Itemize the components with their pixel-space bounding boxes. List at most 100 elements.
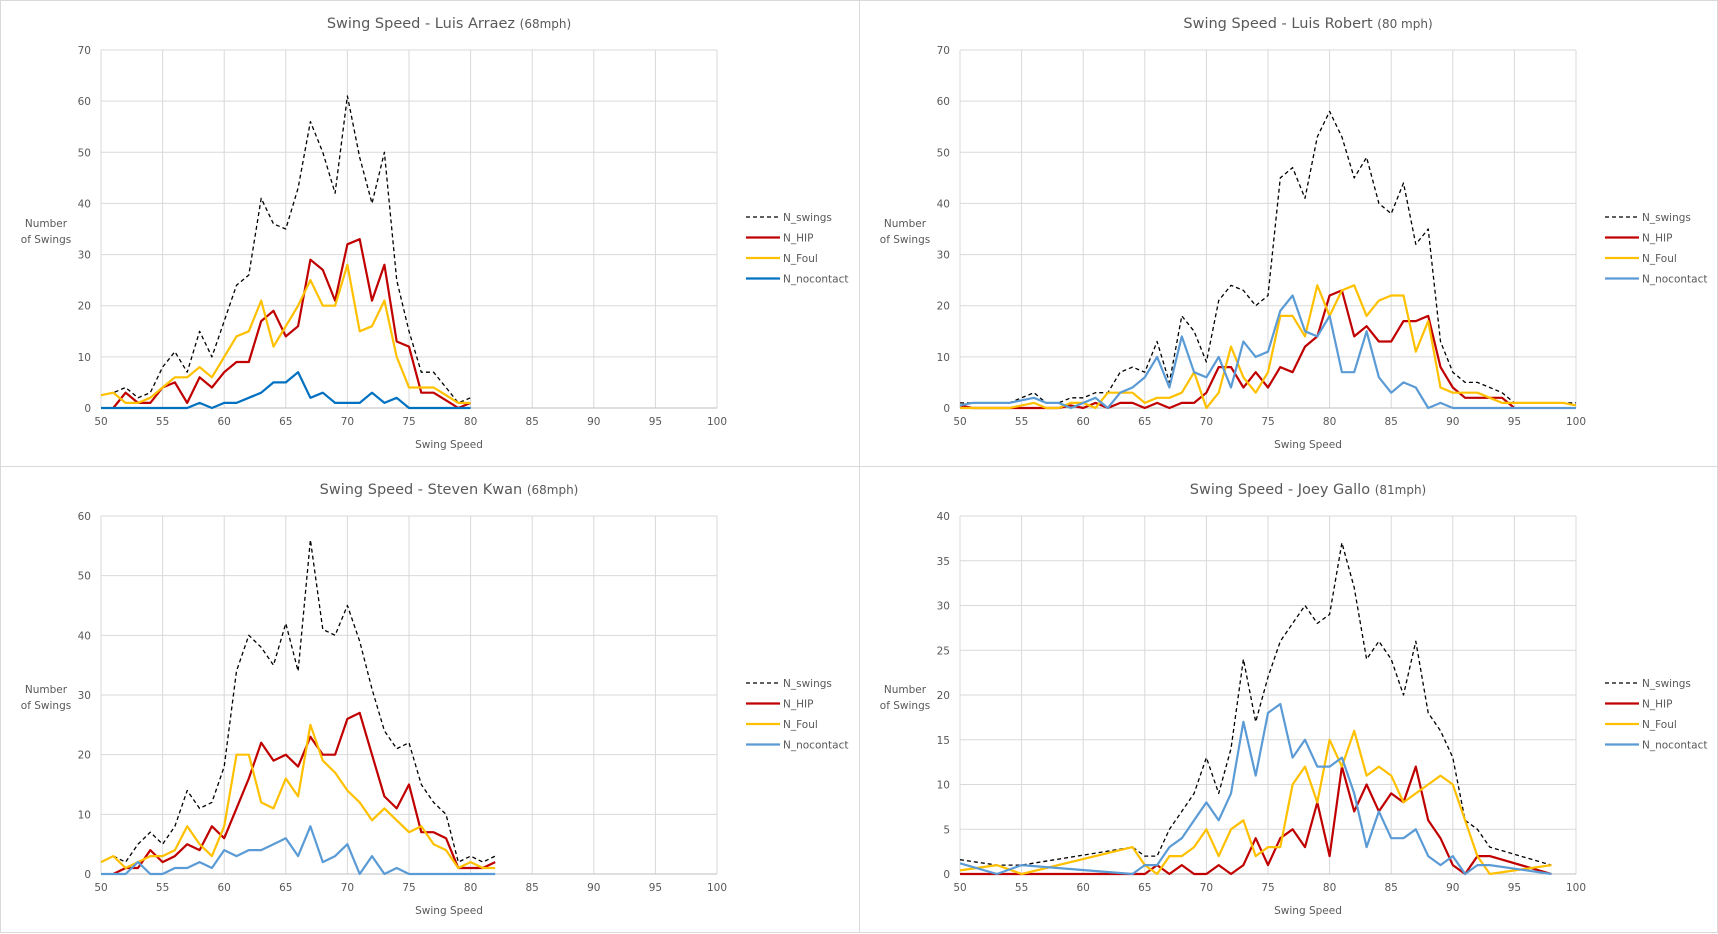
chart-title: Swing Speed - Steven Kwan (68mph) — [320, 482, 579, 498]
chart-panel-luis-robert: Swing Speed - Luis Robert (80 mph) 0 10 20 3… — [859, 0, 1718, 467]
y-tick-label: 50 — [78, 147, 91, 159]
x-tick-label: 80 — [464, 882, 477, 894]
gridlines — [101, 516, 717, 874]
x-tick-label: 65 — [1138, 416, 1151, 428]
x-tick-label: 100 — [707, 882, 727, 894]
y-tick-label: 30 — [78, 250, 91, 262]
x-tick-label: 95 — [649, 882, 662, 894]
x-tick-label: 100 — [707, 416, 727, 428]
y-tick-label: 0 — [84, 403, 91, 415]
y-tick-label: 70 — [937, 45, 950, 57]
x-tick-label: 75 — [402, 416, 415, 428]
chart-title: Swing Speed - Luis Robert (80 mph) — [1183, 16, 1432, 32]
x-tick-label: 50 — [94, 416, 107, 428]
x-tick-label: 60 — [218, 416, 231, 428]
x-tick-label: 70 — [1200, 416, 1213, 428]
x-tick-label: 90 — [587, 416, 600, 428]
y-tick-label: 40 — [937, 511, 950, 523]
chart-title-main: Swing Speed - Luis Arraez — [327, 16, 520, 32]
y-tick-label: 50 — [78, 571, 91, 583]
y-tick-label: 40 — [78, 630, 91, 642]
y-axis-label: of Swings — [880, 700, 930, 712]
x-tick-label: 85 — [1385, 416, 1398, 428]
legend-label: N_HIP — [783, 233, 813, 245]
y-axis-label: Number — [25, 218, 68, 230]
x-tick-label: 70 — [1200, 882, 1213, 894]
y-tick-label: 10 — [937, 780, 950, 792]
chart-title-suffix: (80 mph) — [1377, 17, 1432, 31]
x-tick-label: 100 — [1566, 882, 1586, 894]
legend-label: N_Foul — [783, 253, 818, 265]
legend-label: N_swings — [783, 678, 832, 690]
y-tick-label: 0 — [943, 869, 950, 881]
legend-label: N_HIP — [1642, 233, 1672, 245]
gridlines — [960, 516, 1576, 874]
y-tick-label: 30 — [937, 601, 950, 613]
legend-label: N_nocontact — [1642, 740, 1707, 752]
series-line-n-nocontact — [960, 704, 1551, 874]
y-tick-label: 10 — [937, 352, 950, 364]
y-tick-label: 40 — [78, 198, 91, 210]
gridlines — [101, 50, 717, 408]
x-tick-label: 90 — [1446, 416, 1459, 428]
legend-label: N_nocontact — [1642, 274, 1707, 286]
x-axis-label: Swing Speed — [1274, 439, 1342, 451]
chart-title-main: Swing Speed - Luis Robert — [1183, 16, 1377, 32]
x-tick-label: 60 — [1077, 882, 1090, 894]
chart-title-main: Swing Speed - Steven Kwan — [320, 482, 527, 498]
x-tick-label: 55 — [1015, 882, 1028, 894]
x-tick-label: 90 — [1446, 882, 1459, 894]
y-tick-label: 30 — [937, 250, 950, 262]
x-tick-label: 95 — [1508, 416, 1521, 428]
x-tick-label: 75 — [402, 882, 415, 894]
x-tick-label: 80 — [1323, 416, 1336, 428]
chart-title: Swing Speed - Luis Arraez (68mph) — [327, 16, 571, 32]
series-line-n-swings — [101, 540, 495, 862]
y-tick-label: 20 — [78, 750, 91, 762]
y-tick-label: 30 — [78, 690, 91, 702]
y-tick-label: 60 — [937, 96, 950, 108]
x-tick-label: 80 — [1323, 882, 1336, 894]
legend-label: N_nocontact — [783, 740, 848, 752]
y-tick-label: 0 — [943, 403, 950, 415]
chart-title-suffix: (68mph) — [527, 483, 579, 497]
y-axis-label: of Swings — [880, 234, 930, 246]
x-tick-label: 95 — [1508, 882, 1521, 894]
series-line-n-hip — [113, 713, 495, 874]
x-tick-label: 85 — [526, 416, 539, 428]
chart-title-suffix: (81mph) — [1375, 483, 1427, 497]
x-tick-label: 55 — [156, 882, 169, 894]
y-tick-label: 25 — [937, 645, 950, 657]
chart-title-main: Swing Speed - Joey Gallo — [1190, 482, 1375, 498]
chart-svg: Swing Speed - Steven Kwan (68mph)0102030… — [1, 467, 861, 934]
legend-label: N_Foul — [1642, 253, 1677, 265]
chart-svg: Swing Speed - Luis Arraez (68mph)0102030… — [1, 1, 861, 468]
x-tick-label: 90 — [587, 882, 600, 894]
x-tick-label: 75 — [1261, 416, 1274, 428]
x-tick-label: 60 — [1077, 416, 1090, 428]
x-tick-label: 65 — [1138, 882, 1151, 894]
x-tick-label: 50 — [953, 882, 966, 894]
x-tick-label: 100 — [1566, 416, 1586, 428]
y-tick-label: 10 — [78, 809, 91, 821]
legend-label: N_swings — [783, 212, 832, 224]
y-axis-label: of Swings — [21, 234, 71, 246]
y-tick-label: 5 — [943, 824, 950, 836]
y-tick-label: 20 — [937, 301, 950, 313]
x-axis-label: Swing Speed — [415, 439, 483, 451]
series-group — [960, 543, 1551, 874]
y-axis-label: Number — [884, 684, 927, 696]
x-tick-label: 85 — [1385, 882, 1398, 894]
y-axis-label: Number — [884, 218, 927, 230]
y-tick-label: 10 — [78, 352, 91, 364]
y-axis-label: Number — [25, 684, 68, 696]
series-group — [101, 540, 495, 874]
y-tick-label: 50 — [937, 147, 950, 159]
x-axis-label: Swing Speed — [415, 905, 483, 917]
y-axis-label: of Swings — [21, 700, 71, 712]
